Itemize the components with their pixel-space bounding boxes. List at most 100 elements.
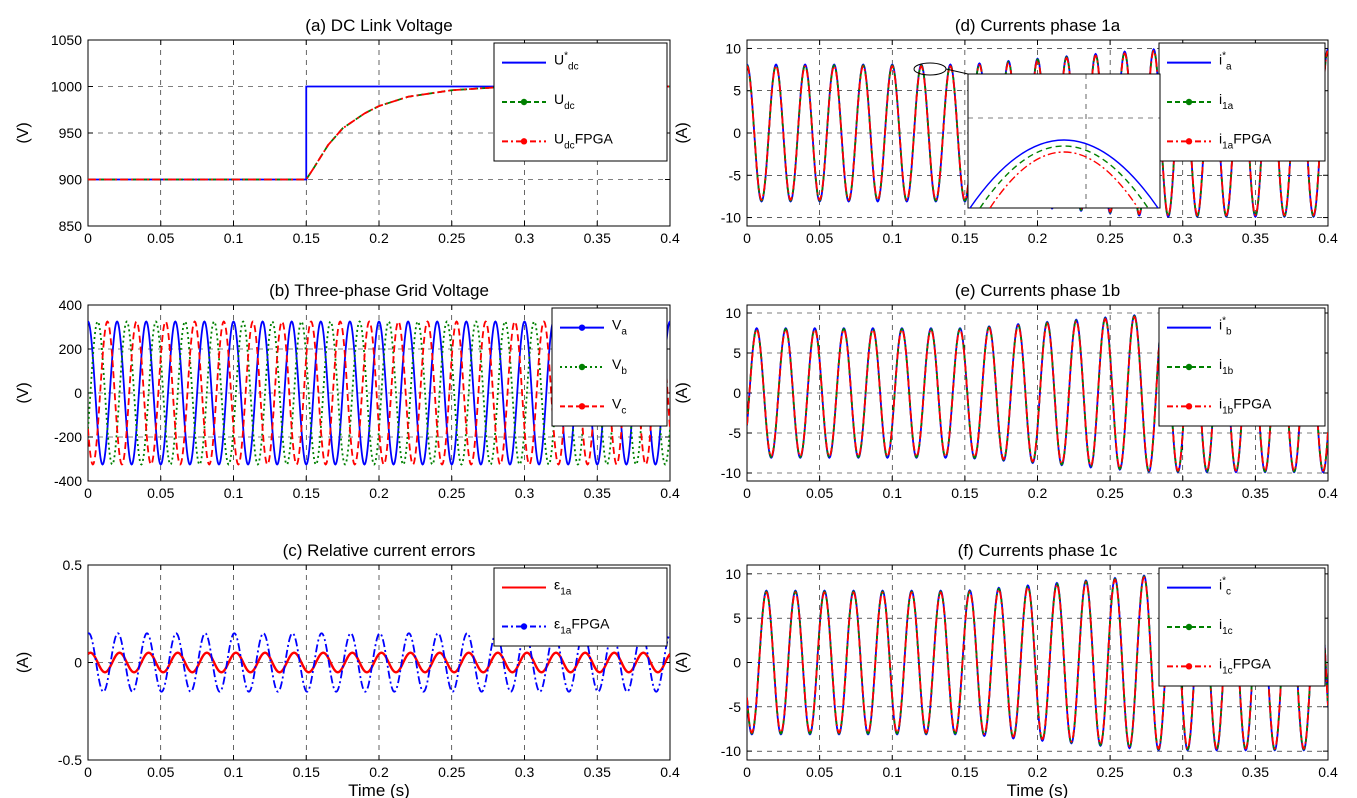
y-tick-label: 10 [725,40,741,56]
x-tick-label: 0.2 [369,485,389,501]
x-tick-label: 0.1 [883,230,903,246]
x-tick-label: 0.05 [806,764,833,780]
x-axis-label: Time (s) [1007,781,1069,798]
legend: i*a i1a i1aFPGA [1158,42,1326,162]
y-axis-label: (V) [15,122,32,143]
y-tick-label: 5 [733,345,741,361]
inset-curve [979,145,1149,208]
chart-title: (e) Currents phase 1b [955,281,1120,300]
x-tick-label: 0.2 [369,764,389,780]
x-tick-label: 0.15 [951,764,978,780]
x-tick-label: 0 [84,230,92,246]
x-tick-label: 0.25 [438,764,465,780]
x-tick-label: 0.05 [806,485,833,501]
x-tick-label: 0.3 [1173,485,1193,501]
x-tick-label: 0.2 [1028,764,1048,780]
y-tick-label: -5 [729,425,742,441]
y-tick-label: 900 [59,172,83,188]
x-tick-label: 0.1 [883,764,903,780]
x-tick-label: 0.1 [224,764,244,780]
legend-label: Vc [612,395,626,416]
y-tick-label: 10 [725,305,741,321]
x-tick-label: 0.25 [1097,230,1124,246]
chart-title: (d) Currents phase 1a [955,16,1121,35]
x-tick-label: 0.15 [293,485,320,501]
x-tick-label: 0.15 [951,485,978,501]
x-tick-label: 0.2 [1028,485,1048,501]
y-tick-label: -10 [721,210,741,226]
x-tick-label: 0.3 [515,485,535,501]
x-tick-label: 0.15 [293,230,320,246]
legend-marker [578,363,586,371]
chart-title: (c) Relative current errors [283,541,476,560]
legend-label: i1a [1219,91,1234,112]
y-tick-label: 0 [733,385,741,401]
y-axis-label: (A) [674,122,691,143]
legend-label: i1b [1219,356,1234,377]
legend-label: Vb [612,356,627,377]
series-line-i1bFPGA [747,314,1328,472]
x-tick-label: 0.05 [806,230,833,246]
y-tick-label: -400 [54,473,82,489]
legend-label: i1cFPGA [1219,655,1271,676]
legend-marker [578,403,586,410]
x-tick-label: 0 [743,485,751,501]
x-tick-label: 0.25 [1097,485,1124,501]
inset-curve [969,139,1159,208]
x-tick-label: 0.1 [224,230,244,246]
legend-marker [578,324,586,331]
x-tick-label: 0.25 [1097,764,1124,780]
y-axis-label: (A) [15,652,32,673]
legend-marker [1185,623,1193,631]
y-tick-label: -0.5 [58,752,82,768]
y-tick-label: 1000 [51,79,82,95]
series-line-i1b [747,313,1328,473]
legend-label: Udc [554,91,575,112]
zoom-inset [913,62,1161,209]
series-group [747,48,1328,218]
x-tick-label: 0.25 [438,485,465,501]
x-tick-label: 0.4 [660,485,680,501]
legend-marker [520,98,528,106]
subplot-d: 0 0.05 0.1 0.15 0.2 0.25 0.3 0.35 0.4 -10 -5 0 5 10 (d… [674,16,1338,246]
y-tick-label: 0 [74,655,82,671]
x-tick-label: 0.1 [883,485,903,501]
legend: i*b i1b i1bFPGA [1158,307,1326,427]
x-tick-label: 0.05 [147,764,174,780]
x-tick-label: 0 [84,485,92,501]
x-tick-label: 0.3 [1173,230,1193,246]
y-tick-label: -5 [729,699,742,715]
subplot-a: 0 0.05 0.1 0.15 0.2 0.25 0.3 0.35 0.4 850 900 950 10… [15,16,680,246]
y-axis-label: (A) [674,382,691,403]
y-tick-label: -10 [721,465,741,481]
series-line-i1a [747,48,1328,218]
inset-curve [989,151,1139,208]
y-tick-label: 850 [59,218,83,234]
legend-label: UdcFPGA [554,130,613,151]
x-tick-label: 0.15 [293,764,320,780]
x-tick-label: 0.35 [584,764,611,780]
y-tick-label: 0 [74,385,82,401]
y-axis-label: (V) [15,382,32,403]
x-tick-label: 0.4 [660,230,680,246]
x-tick-label: 0.4 [1318,485,1338,501]
legend-label: ε1a [554,577,572,598]
inset-frame [967,73,1161,209]
legend-label: ε1aFPGA [554,616,610,637]
y-tick-label: 0 [733,655,741,671]
legend-marker [1185,138,1193,145]
legend-label: i*c [1219,576,1231,598]
y-tick-label: 400 [59,297,83,313]
x-tick-label: 0.35 [1242,230,1269,246]
y-tick-label: 200 [59,341,83,357]
series-line-U*dc [88,85,670,181]
x-tick-label: 0.1 [224,485,244,501]
series-line-ε1a [88,651,670,674]
chart-title: (b) Three-phase Grid Voltage [269,281,489,300]
x-tick-label: 0.35 [1242,764,1269,780]
x-tick-label: 0.4 [660,764,680,780]
y-axis-label: (A) [674,652,691,673]
x-axis-label: Time (s) [348,781,410,798]
x-tick-label: 0 [743,764,751,780]
chart-title: (a) DC Link Voltage [305,16,452,35]
